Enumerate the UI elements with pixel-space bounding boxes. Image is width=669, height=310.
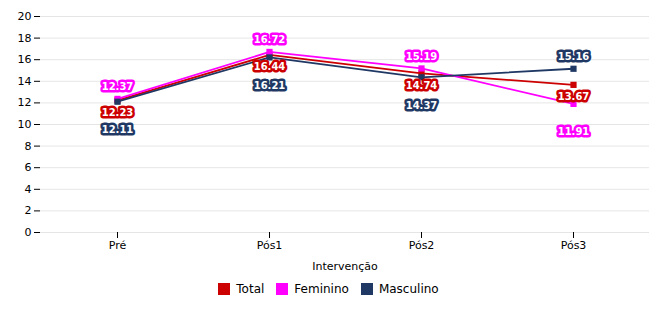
html-text:Total: Total xyxy=(236,281,265,296)
svg-text:16.72: 16.72 xyxy=(254,34,286,45)
svg-text:15.16: 15.16 xyxy=(558,51,590,62)
svg-text:11.91: 11.91 xyxy=(558,126,590,137)
svg-text:18: 18 xyxy=(18,32,32,45)
svg-text:Intervenção: Intervenção xyxy=(312,260,378,273)
svg-text:12.11: 12.11 xyxy=(102,124,134,135)
svg-text:16: 16 xyxy=(18,53,32,66)
svg-text:4: 4 xyxy=(25,183,32,196)
svg-text:12: 12 xyxy=(18,96,32,109)
svg-text:20: 20 xyxy=(18,10,32,23)
svg-text:12.23: 12.23 xyxy=(102,107,134,118)
svg-text:Pós3: Pós3 xyxy=(561,239,587,252)
html-text:Masculino: Masculino xyxy=(378,281,439,296)
svg-text:6: 6 xyxy=(25,161,32,174)
svg-text:10: 10 xyxy=(18,118,32,131)
svg-text:Pós2: Pós2 xyxy=(409,239,435,252)
svg-text:12.37: 12.37 xyxy=(102,81,134,92)
html-text:Feminino: Feminino xyxy=(294,281,349,296)
svg-text:Pré: Pré xyxy=(109,239,127,252)
svg-text:16.21: 16.21 xyxy=(254,80,286,91)
svg-text:14: 14 xyxy=(18,75,32,88)
svg-text:16.44: 16.44 xyxy=(254,61,286,72)
svg-text:13.67: 13.67 xyxy=(558,91,590,102)
svg-text:Pós1: Pós1 xyxy=(257,239,283,252)
svg-text:14.37: 14.37 xyxy=(406,100,438,111)
svg-text:2: 2 xyxy=(25,204,32,217)
svg-text:0: 0 xyxy=(25,226,32,239)
svg-text:15.19: 15.19 xyxy=(406,51,438,62)
svg-text:8: 8 xyxy=(25,140,32,153)
svg-text:14.74: 14.74 xyxy=(406,80,438,91)
